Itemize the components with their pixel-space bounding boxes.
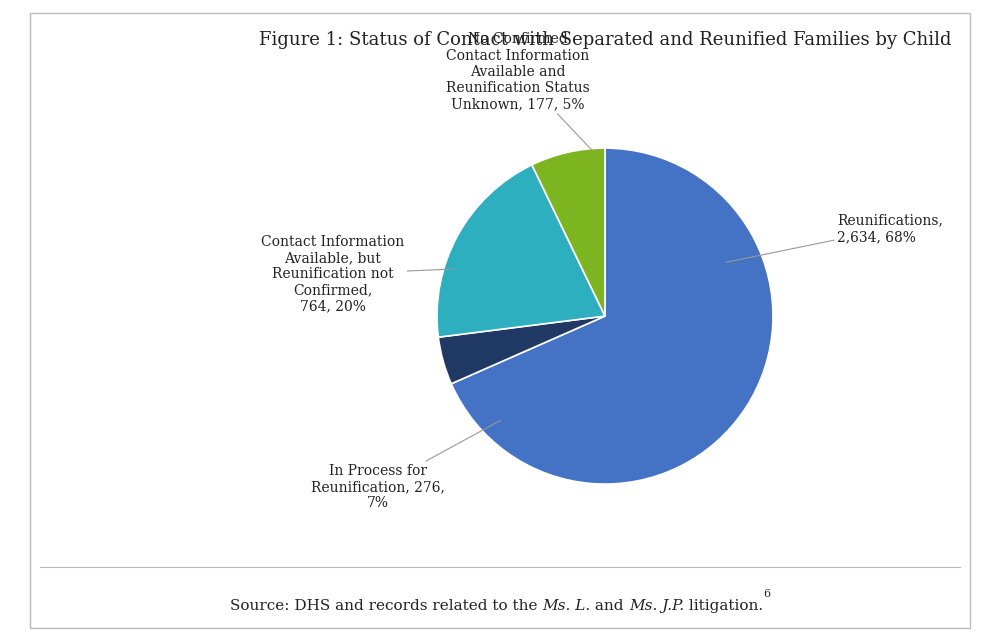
Text: Ms. J.P.: Ms. J.P. [629, 599, 684, 613]
Title: Figure 1: Status of Contact with Separated and Reunified Families by Child: Figure 1: Status of Contact with Separat… [259, 31, 951, 49]
Wedge shape [451, 148, 773, 484]
Text: In Process for
Reunification, 276,
7%: In Process for Reunification, 276, 7% [311, 420, 501, 510]
Text: litigation.: litigation. [684, 599, 763, 613]
Text: Ms. L.: Ms. L. [542, 599, 590, 613]
Text: No Confirmed
Contact Information
Available and
Reunification Status
Unknown, 177: No Confirmed Contact Information Availab… [446, 32, 592, 150]
Text: and: and [590, 599, 629, 613]
Text: 6: 6 [763, 589, 770, 599]
Wedge shape [532, 148, 605, 316]
Text: Source: DHS and records related to the: Source: DHS and records related to the [230, 599, 542, 613]
Wedge shape [437, 165, 605, 337]
Wedge shape [438, 316, 605, 384]
Text: Reunifications,
2,634, 68%: Reunifications, 2,634, 68% [726, 213, 943, 262]
Text: Contact Information
Available, but
Reunification not
Confirmed,
764, 20%: Contact Information Available, but Reuni… [261, 235, 454, 313]
